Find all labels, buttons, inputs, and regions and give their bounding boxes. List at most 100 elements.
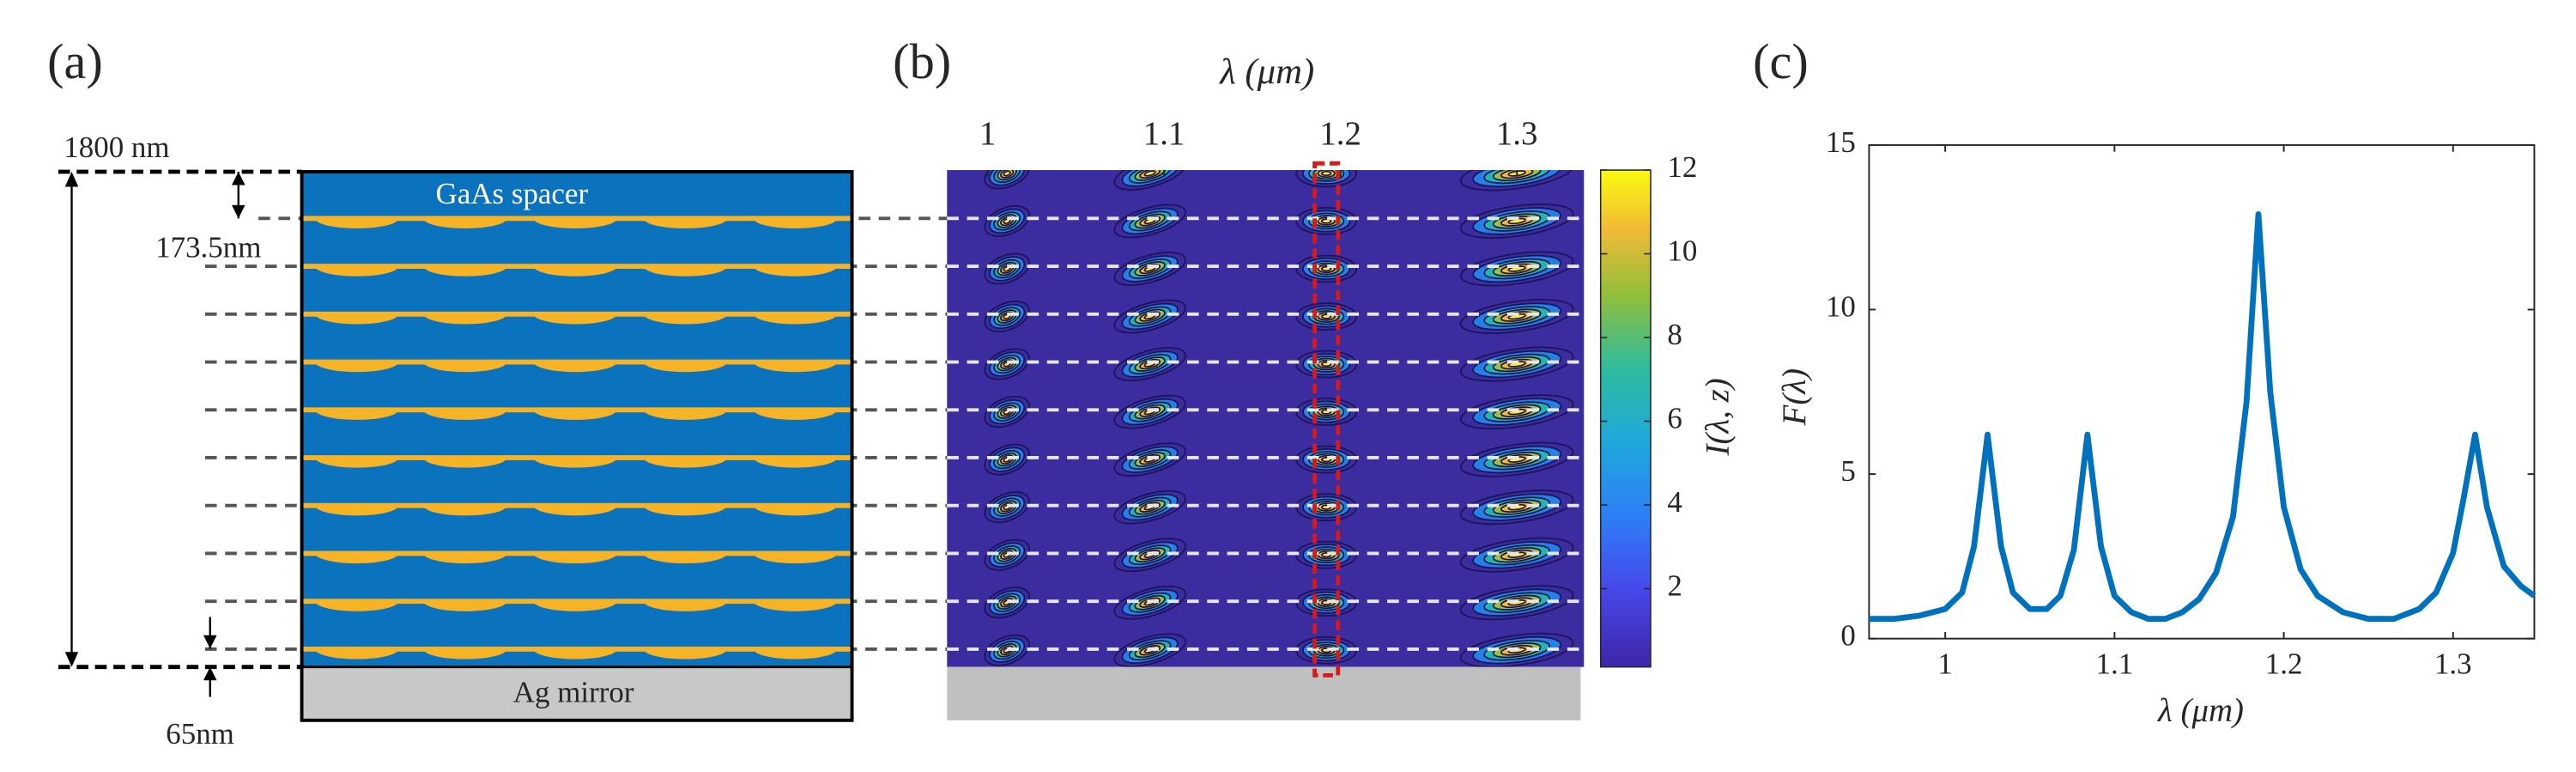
gold-layer (301, 311, 852, 317)
gold-bump (753, 410, 838, 420)
gold-bump (753, 266, 838, 277)
y-tick-label: 5 (1840, 454, 1855, 488)
gold-bump (753, 457, 838, 468)
gold-bump (753, 362, 838, 373)
gold-bump (533, 410, 617, 420)
gold-bump (533, 601, 617, 611)
colorbar-tick-label: 12 (1667, 150, 1697, 184)
gold-bump (753, 553, 838, 564)
y-tick-label: 15 (1826, 125, 1856, 159)
intensity-blob (984, 634, 1030, 666)
gold-bump (423, 266, 507, 277)
mirror-label: Ag mirror (513, 676, 634, 709)
gold-bump (643, 410, 727, 420)
intensity-blob (1459, 394, 1574, 430)
panel-c: (c) λ (μm) F(λ) (1753, 33, 2536, 729)
gold-bump (533, 648, 617, 660)
intensity-blob (984, 301, 1030, 333)
intensity-blob (984, 538, 1030, 571)
panel-label: (a) (47, 33, 103, 89)
panel-b: (b) λ (μm) I(λ, z) (893, 33, 1736, 720)
gold-bump (643, 505, 727, 516)
x-tick-label: 1.1 (2096, 647, 2134, 681)
period-thickness: 173.5nm (155, 230, 261, 264)
mirror-region (947, 666, 1581, 720)
intensity-blob (984, 170, 1030, 190)
stack-frame (300, 170, 854, 722)
intensity-blob (1113, 442, 1186, 477)
intensity-blob (1295, 170, 1358, 188)
panel-a: (a) GaAs spacer Ag mirror 1800 nm 173.5n… (47, 33, 948, 751)
gold-bump (423, 218, 507, 229)
panel-label: (c) (1753, 33, 1809, 89)
gold-bump (753, 648, 838, 660)
gold-bump (643, 313, 727, 325)
intensity-blob (1295, 302, 1358, 331)
arrow-heads (203, 635, 217, 681)
gold-bump (533, 553, 617, 564)
gold-bump (643, 553, 727, 564)
panel-label: (b) (893, 33, 951, 89)
intensity-blob (1295, 445, 1358, 474)
x-tick-label: 1.3 (2434, 647, 2472, 681)
gold-bump (315, 457, 399, 468)
contour-level (1143, 170, 1156, 177)
intensity-blob (1295, 350, 1358, 379)
intensity-blob (984, 396, 1030, 429)
x-axis-label: λ (μm) (2157, 692, 2244, 729)
gold-bump (315, 410, 399, 420)
gold-bump (423, 648, 507, 660)
intensity-blob (984, 587, 1030, 619)
intensity-blob (1459, 441, 1574, 477)
ag-mirror (301, 666, 852, 720)
colorbar-tick-label: 2 (1667, 569, 1682, 603)
gold-bump (423, 410, 507, 420)
gold-bump (643, 218, 727, 229)
intensity-blob (1459, 299, 1574, 334)
x-axis-label: λ (μm) (1218, 52, 1314, 92)
gold-bump (533, 362, 617, 373)
gold-bump (533, 505, 617, 516)
gold-bump (423, 313, 507, 325)
arrow-heads (231, 171, 245, 219)
gold-bump (643, 266, 727, 277)
intensity-blob (1459, 204, 1574, 239)
intensity-blob (1459, 346, 1574, 382)
gold-bump (315, 505, 399, 516)
gold-bump (643, 457, 727, 468)
plot-frame (1868, 143, 2536, 640)
total-thickness: 1800 nm (64, 131, 169, 164)
y-axis-label: F(λ) (1776, 368, 1813, 426)
intensity-blob (1295, 207, 1358, 235)
gold-bump (643, 362, 727, 373)
spacer-label: GaAs spacer (436, 177, 589, 210)
gold-bump (643, 648, 727, 660)
gold-bump (315, 313, 399, 325)
gold-bump (315, 601, 399, 611)
gold-bump (533, 218, 617, 229)
gold-bump (753, 313, 838, 325)
contour-level (1321, 218, 1332, 224)
colorbar-tick-label: 6 (1667, 402, 1682, 435)
intensity-blob (984, 443, 1030, 476)
gold-bump (423, 457, 507, 468)
gold-bump (315, 266, 399, 277)
colorbar-label: I(λ, z) (1699, 378, 1736, 456)
intensity-blob (1295, 254, 1358, 283)
gold-bump (753, 218, 838, 229)
intensity-blob (1295, 398, 1358, 427)
intensity-blob (1459, 251, 1574, 287)
colorbar-tick-label: 10 (1667, 234, 1697, 268)
spectrum-line (1869, 210, 2537, 623)
colorbar-tick-label: 4 (1667, 485, 1682, 519)
gold-layer (301, 359, 852, 365)
y-tick-label: 0 (1840, 619, 1855, 653)
x-tick-label: 1.3 (1496, 115, 1538, 152)
contour-level (1321, 170, 1332, 177)
colorbar (1599, 169, 1652, 668)
gold-bump (533, 313, 617, 325)
gold-bump (315, 362, 399, 373)
gold-bump (315, 553, 399, 564)
gold-bump (533, 457, 617, 468)
